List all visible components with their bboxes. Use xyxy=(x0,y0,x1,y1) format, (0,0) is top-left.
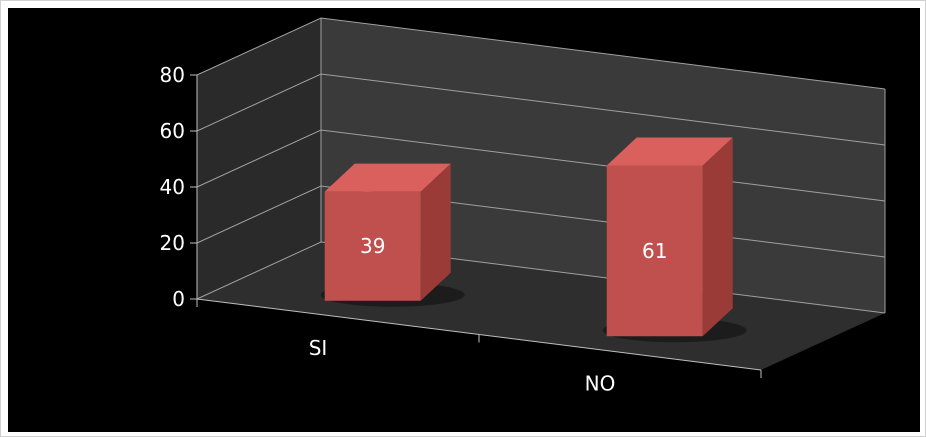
bar-front xyxy=(324,191,421,301)
data-label: 61 xyxy=(642,239,667,263)
y-tick-label: 80 xyxy=(160,63,185,87)
bar-no xyxy=(602,137,747,343)
bar-side xyxy=(420,163,451,301)
bar-top xyxy=(606,137,733,166)
bar-chart: 0 20 40 60 80 39 SI 61 NO xyxy=(8,8,920,432)
axes xyxy=(190,74,762,378)
y-tick-label: 60 xyxy=(160,119,185,143)
y-tick-label: 0 xyxy=(172,287,185,311)
bars xyxy=(320,137,747,343)
labels: 0 20 40 60 80 39 SI 61 NO xyxy=(160,63,668,395)
x-tick-label: NO xyxy=(585,371,616,395)
data-label: 39 xyxy=(360,234,385,258)
y-tick-label: 20 xyxy=(160,231,185,255)
bar-top xyxy=(324,163,451,192)
bar-si xyxy=(320,163,465,307)
x-tick-label: SI xyxy=(309,336,328,360)
y-tick-label: 40 xyxy=(160,175,185,199)
bar-side xyxy=(702,137,733,337)
bar-front xyxy=(606,165,703,337)
